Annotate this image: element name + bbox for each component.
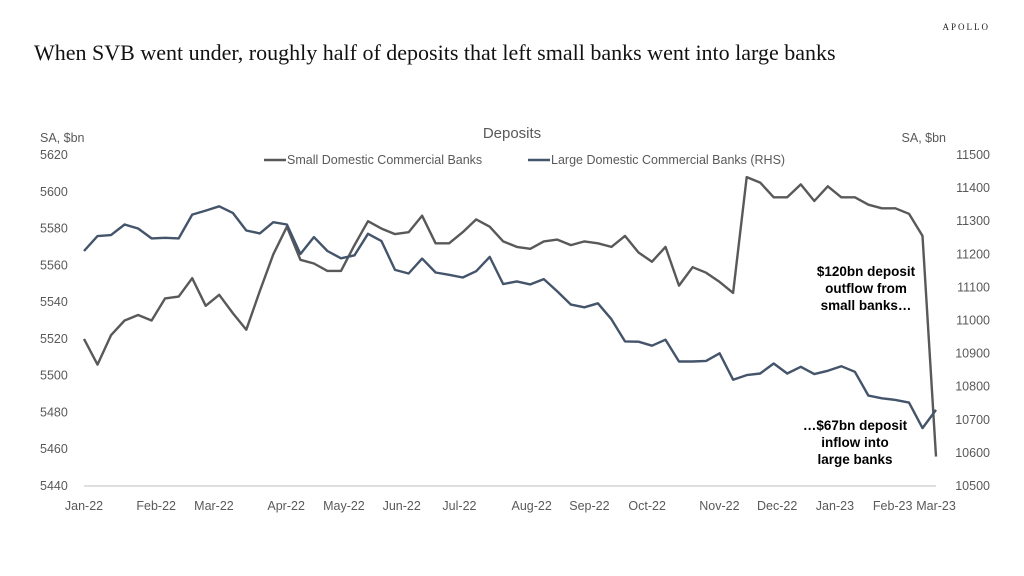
chart-title: Deposits xyxy=(483,125,541,142)
annotation-text: large banks xyxy=(817,452,892,467)
large-banks-series-line xyxy=(83,205,937,430)
legend-label: Large Domestic Commercial Banks (RHS) xyxy=(551,153,785,167)
y-left-tick-label: 5500 xyxy=(40,369,68,383)
y-left-tick-label: 5460 xyxy=(40,442,68,456)
x-tick-label: Mar-23 xyxy=(916,499,956,513)
x-tick-label: Dec-22 xyxy=(757,499,797,513)
series-lines xyxy=(82,175,938,457)
y-right-tick-label: 11000 xyxy=(956,314,990,328)
y-left-axis-label: SA, $bn xyxy=(40,131,85,145)
y-right-ticks: 10500 10600 10700 10800 10900 11000 11100 11200… xyxy=(955,148,990,493)
y-left-tick-label: 5540 xyxy=(40,295,68,309)
y-right-tick-label: 11500 xyxy=(956,148,990,162)
y-right-axis-label: SA, $bn xyxy=(902,131,947,145)
x-tick-label: Feb-23 xyxy=(873,499,913,513)
y-right-tick-label: 11100 xyxy=(957,280,990,294)
annotation-text: small banks… xyxy=(821,298,912,313)
y-right-tick-label: 10900 xyxy=(955,347,990,361)
x-tick-label: Jan-22 xyxy=(65,499,103,513)
y-right-tick-label: 11200 xyxy=(956,247,990,261)
small-banks-series-line xyxy=(82,175,938,457)
x-tick-label: Jul-22 xyxy=(442,499,476,513)
annotations: $120bn deposit outflow from small banks… …$… xyxy=(803,264,916,467)
x-tick-label: Mar-22 xyxy=(194,499,234,513)
annotation-text: …$67bn deposit xyxy=(803,418,908,433)
y-right-tick-label: 11400 xyxy=(956,181,990,195)
x-tick-label: Aug-22 xyxy=(512,499,552,513)
y-left-ticks: 5440 5460 5480 5500 5520 5540 5560 5580 5600 5620 xyxy=(40,148,68,493)
page-headline: When SVB went under, roughly half of dep… xyxy=(34,40,836,65)
y-left-tick-label: 5560 xyxy=(40,258,68,272)
legend: Small Domestic Commercial Banks Large Dom… xyxy=(264,153,785,167)
x-tick-label: Jan-23 xyxy=(816,499,854,513)
y-right-tick-label: 10500 xyxy=(955,479,990,493)
x-ticks: Jan-22 Feb-22 Mar-22 Apr-22 May-22 Jun-22 Jul-… xyxy=(65,499,956,513)
y-left-tick-label: 5600 xyxy=(40,185,68,199)
annotation-text: $120bn deposit xyxy=(817,264,916,279)
brand-logo: APOLLO xyxy=(942,22,990,32)
y-left-tick-label: 5440 xyxy=(40,479,68,493)
annotation-text: inflow into xyxy=(821,435,888,450)
x-tick-label: Jun-22 xyxy=(383,499,421,513)
y-right-tick-label: 10700 xyxy=(955,413,990,427)
y-left-tick-label: 5580 xyxy=(40,222,68,236)
y-left-tick-label: 5480 xyxy=(40,405,68,419)
y-right-tick-label: 10600 xyxy=(955,446,990,460)
y-left-tick-label: 5520 xyxy=(40,332,68,346)
legend-label: Small Domestic Commercial Banks xyxy=(287,153,482,167)
x-tick-label: May-22 xyxy=(323,499,365,513)
x-tick-label: Oct-22 xyxy=(628,499,666,513)
x-tick-label: Feb-22 xyxy=(136,499,176,513)
y-right-tick-label: 11300 xyxy=(956,214,990,228)
x-tick-label: Apr-22 xyxy=(267,499,305,513)
x-tick-label: Sep-22 xyxy=(569,499,609,513)
y-left-tick-label: 5620 xyxy=(40,148,68,162)
y-right-tick-label: 10800 xyxy=(955,380,990,394)
annotation-text: outflow from xyxy=(825,281,907,296)
x-tick-label: Nov-22 xyxy=(699,499,739,513)
